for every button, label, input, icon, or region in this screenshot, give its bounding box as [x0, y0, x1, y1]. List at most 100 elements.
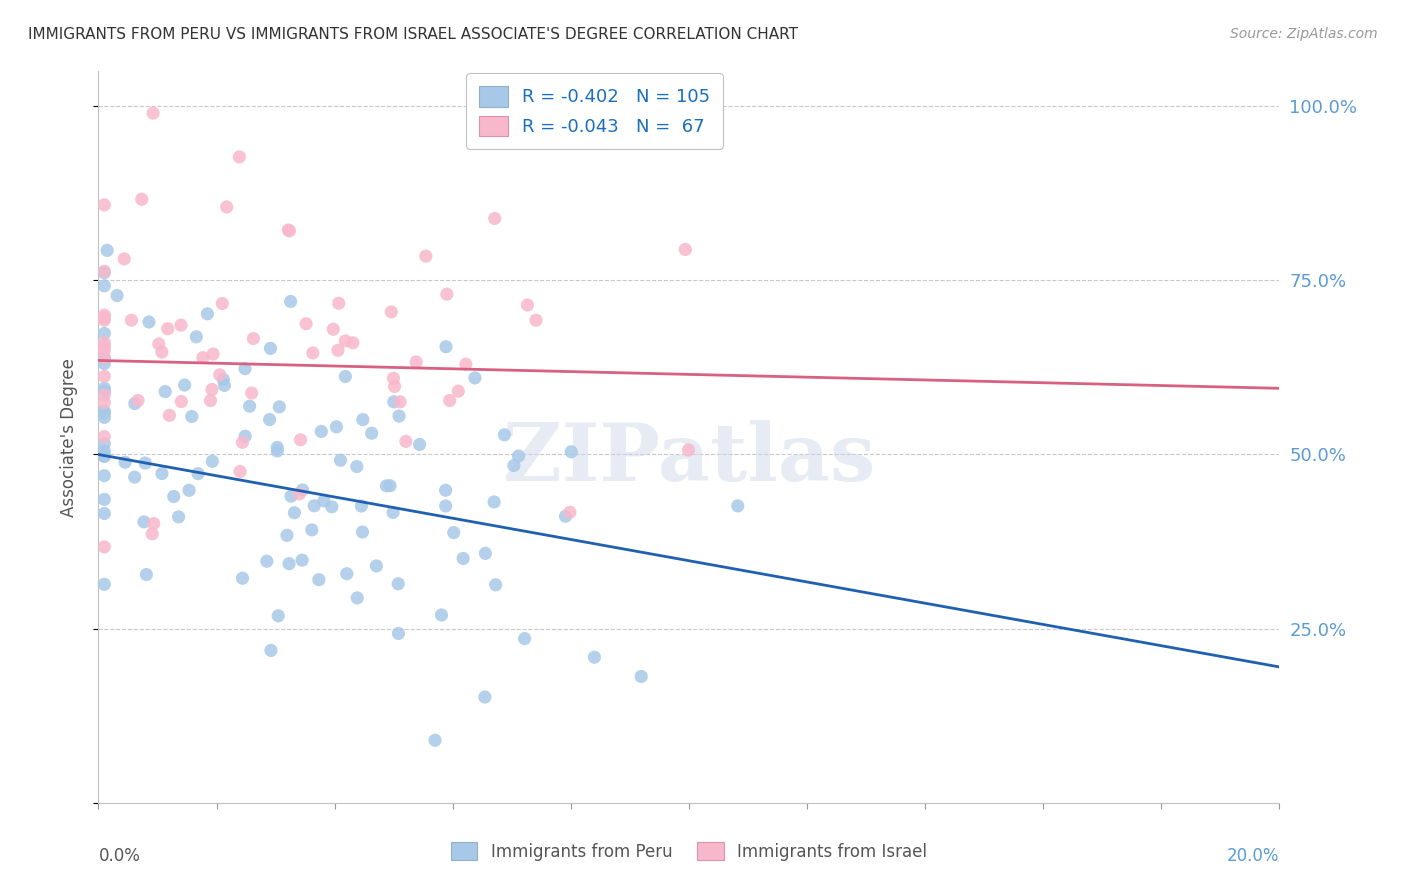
Point	[269, 400, 291, 414]
Point	[93, 313, 115, 327]
Point	[291, 483, 314, 497]
Point	[266, 441, 288, 455]
Point	[288, 487, 311, 501]
Point	[336, 566, 359, 581]
Point	[322, 322, 344, 336]
Point	[114, 455, 136, 469]
Point	[156, 322, 179, 336]
Point	[673, 243, 696, 257]
Point	[187, 467, 209, 481]
Point	[93, 430, 115, 444]
Point	[93, 395, 115, 409]
Point	[173, 378, 195, 392]
Point	[170, 394, 193, 409]
Point	[93, 357, 115, 371]
Point	[329, 453, 352, 467]
Point	[200, 393, 222, 408]
Point	[93, 444, 115, 458]
Point	[524, 313, 547, 327]
Point	[454, 357, 477, 371]
Point	[389, 394, 412, 409]
Point	[277, 223, 299, 237]
Point	[415, 249, 437, 263]
Point	[233, 429, 256, 443]
Point	[395, 434, 418, 449]
Point	[503, 458, 526, 473]
Point	[93, 436, 115, 450]
Point	[335, 369, 357, 384]
Point	[408, 437, 430, 451]
Point	[678, 443, 700, 458]
Point	[434, 483, 457, 498]
Point	[302, 499, 325, 513]
Point	[148, 337, 170, 351]
Point	[127, 393, 149, 408]
Point	[474, 690, 496, 704]
Point	[242, 332, 264, 346]
Point	[93, 540, 115, 554]
Point	[93, 308, 115, 322]
Point	[346, 591, 368, 605]
Point	[93, 198, 115, 212]
Point	[384, 379, 406, 393]
Point	[177, 483, 200, 498]
Point	[342, 335, 364, 350]
Point	[301, 523, 323, 537]
Point	[382, 371, 405, 385]
Point	[350, 499, 373, 513]
Point	[96, 244, 118, 258]
Point	[630, 669, 652, 683]
Point	[93, 388, 115, 402]
Point	[482, 495, 505, 509]
Point	[141, 526, 163, 541]
Point	[382, 505, 405, 519]
Point	[375, 479, 398, 493]
Point	[278, 557, 301, 571]
Point	[93, 492, 115, 507]
Point	[93, 507, 115, 521]
Point	[93, 335, 115, 350]
Point	[93, 266, 115, 280]
Point	[132, 515, 155, 529]
Point	[280, 489, 302, 503]
Point	[405, 355, 427, 369]
Point	[93, 468, 115, 483]
Point	[167, 509, 190, 524]
Point	[283, 506, 305, 520]
Point	[93, 339, 115, 353]
Point	[352, 412, 374, 426]
Point	[138, 315, 160, 329]
Point	[105, 288, 128, 302]
Point	[214, 378, 236, 392]
Point	[494, 427, 516, 442]
Point	[93, 406, 115, 420]
Point	[335, 334, 357, 348]
Point	[513, 632, 536, 646]
Point	[239, 399, 262, 413]
Point	[280, 294, 302, 309]
Point	[157, 409, 180, 423]
Point	[443, 525, 465, 540]
Point	[474, 546, 496, 560]
Point	[560, 444, 582, 458]
Point	[135, 567, 157, 582]
Point	[434, 499, 457, 513]
Point	[170, 318, 193, 332]
Point	[321, 500, 343, 514]
Point	[256, 554, 278, 568]
Point	[325, 419, 347, 434]
Point	[516, 298, 538, 312]
Point	[447, 384, 470, 399]
Point	[360, 426, 382, 441]
Point	[485, 578, 508, 592]
Point	[430, 607, 453, 622]
Point	[554, 509, 576, 524]
Point	[229, 465, 252, 479]
Point	[180, 409, 202, 424]
Point	[278, 224, 301, 238]
Point	[387, 576, 409, 591]
Point	[308, 573, 330, 587]
Point	[93, 326, 115, 341]
Point	[191, 351, 214, 365]
Text: 0.0%: 0.0%	[98, 847, 141, 864]
